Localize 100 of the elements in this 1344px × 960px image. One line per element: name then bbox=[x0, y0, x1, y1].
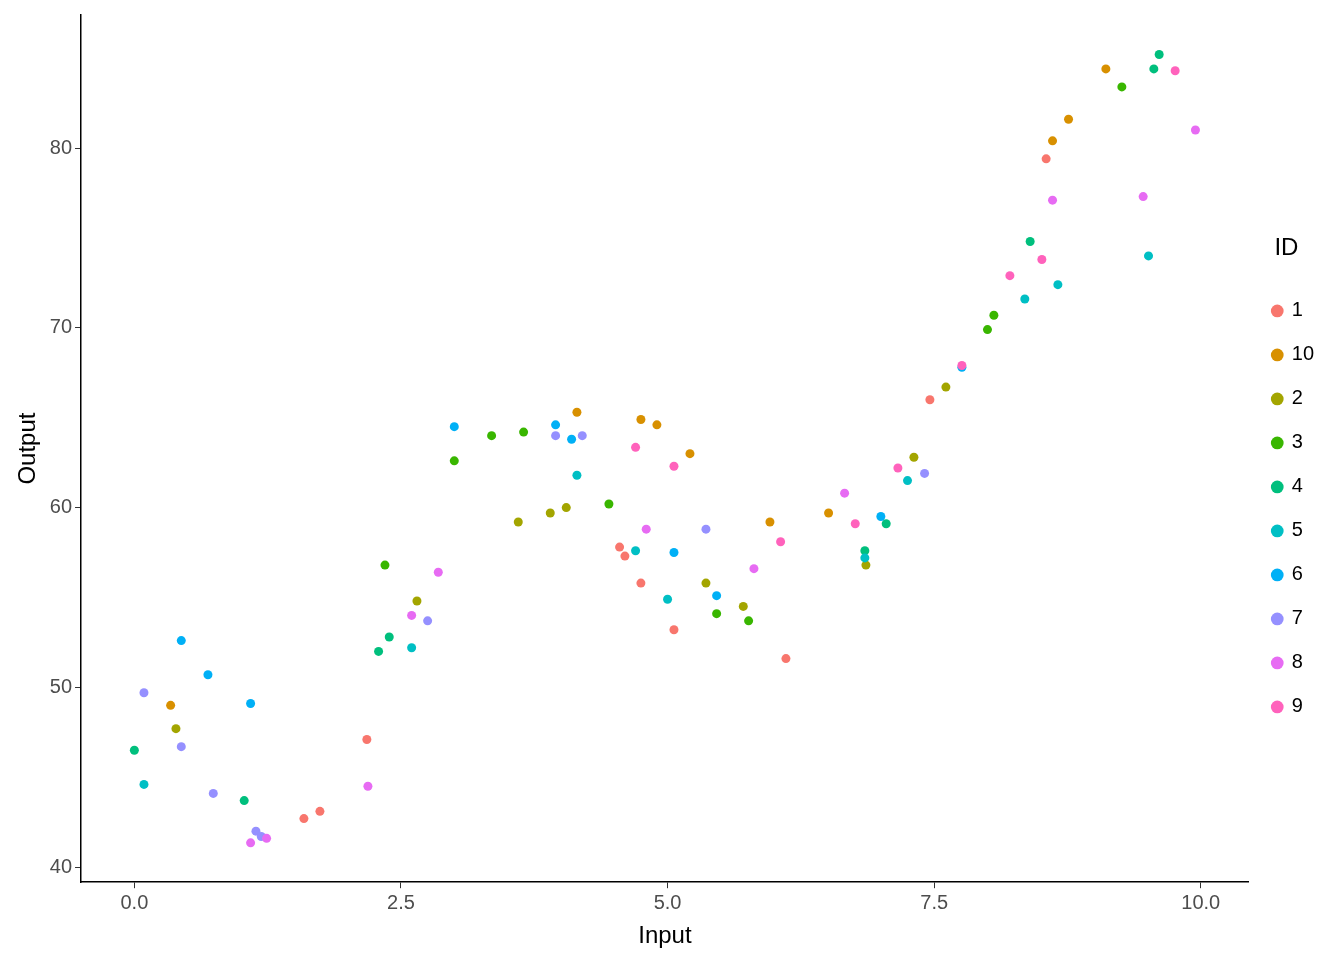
point bbox=[631, 442, 641, 452]
x-tick-label: 10.0 bbox=[1181, 890, 1221, 913]
point bbox=[615, 542, 625, 552]
point bbox=[860, 553, 870, 563]
point bbox=[572, 407, 582, 417]
point bbox=[925, 395, 935, 405]
point bbox=[1190, 125, 1200, 135]
legend-label: 3 bbox=[1291, 430, 1303, 453]
point bbox=[407, 643, 417, 653]
point bbox=[449, 422, 459, 432]
point bbox=[262, 833, 272, 843]
point bbox=[701, 578, 711, 588]
point bbox=[861, 560, 871, 570]
legend-label: 1 bbox=[1291, 298, 1303, 321]
point bbox=[669, 548, 679, 558]
legend-label: 6 bbox=[1291, 562, 1303, 585]
point bbox=[246, 699, 256, 709]
point bbox=[139, 779, 149, 789]
point bbox=[636, 414, 646, 424]
point bbox=[903, 476, 913, 486]
point bbox=[299, 814, 309, 824]
legend-label: 10 bbox=[1291, 342, 1314, 365]
y-tick-label: 70 bbox=[49, 315, 73, 338]
legend-label: 4 bbox=[1291, 474, 1303, 497]
point bbox=[765, 517, 775, 527]
point bbox=[636, 578, 646, 588]
point bbox=[203, 670, 213, 680]
point bbox=[545, 508, 555, 518]
point bbox=[604, 499, 614, 509]
point bbox=[208, 788, 218, 798]
point bbox=[363, 781, 373, 791]
point bbox=[519, 427, 529, 437]
point bbox=[374, 646, 384, 656]
point bbox=[171, 724, 181, 734]
point bbox=[744, 616, 754, 626]
point bbox=[176, 742, 186, 752]
point bbox=[561, 503, 571, 513]
point bbox=[1005, 271, 1015, 281]
y-tick-label: 40 bbox=[49, 854, 73, 877]
point bbox=[989, 310, 999, 320]
point bbox=[129, 745, 139, 755]
point bbox=[982, 325, 992, 335]
point bbox=[551, 431, 561, 441]
point bbox=[412, 596, 422, 606]
y-tick-label: 80 bbox=[49, 135, 73, 158]
point bbox=[1144, 251, 1154, 261]
point bbox=[1037, 254, 1047, 264]
point bbox=[246, 838, 256, 848]
point bbox=[551, 420, 561, 430]
point bbox=[669, 625, 679, 635]
legend-label: 9 bbox=[1291, 694, 1303, 717]
x-tick-label: 7.5 bbox=[920, 890, 949, 913]
point bbox=[840, 488, 850, 498]
point bbox=[1170, 66, 1180, 76]
point bbox=[384, 632, 394, 642]
point bbox=[850, 519, 860, 529]
point bbox=[1053, 280, 1063, 290]
point bbox=[513, 517, 523, 527]
point bbox=[407, 610, 417, 620]
point bbox=[1048, 136, 1058, 146]
point bbox=[1064, 114, 1074, 124]
point bbox=[577, 431, 587, 441]
point bbox=[652, 420, 662, 430]
point bbox=[1020, 294, 1030, 304]
point bbox=[487, 431, 497, 441]
point bbox=[749, 564, 759, 574]
point bbox=[909, 452, 919, 462]
point bbox=[631, 546, 641, 556]
x-tick-label: 2.5 bbox=[387, 890, 415, 913]
point bbox=[776, 537, 786, 547]
point bbox=[1048, 195, 1058, 205]
point bbox=[449, 456, 459, 466]
point bbox=[567, 434, 577, 444]
point bbox=[860, 546, 870, 556]
point bbox=[712, 591, 722, 601]
point bbox=[433, 567, 443, 577]
point bbox=[1041, 154, 1051, 164]
legend-label: 8 bbox=[1291, 650, 1303, 673]
point bbox=[781, 654, 791, 664]
point bbox=[572, 470, 582, 480]
y-tick-label: 50 bbox=[49, 674, 73, 697]
point bbox=[239, 796, 249, 806]
x-axis-title: Input bbox=[638, 921, 692, 949]
point bbox=[920, 468, 930, 478]
point bbox=[380, 560, 390, 570]
point bbox=[641, 524, 651, 534]
point bbox=[166, 700, 176, 710]
point bbox=[701, 524, 711, 534]
point bbox=[1154, 50, 1164, 60]
point bbox=[1101, 64, 1111, 74]
point bbox=[893, 463, 903, 473]
point bbox=[315, 806, 325, 816]
point bbox=[1149, 64, 1159, 74]
point bbox=[1138, 192, 1148, 202]
point bbox=[620, 551, 630, 561]
point bbox=[1025, 237, 1035, 247]
point bbox=[176, 636, 186, 646]
legend-label: 2 bbox=[1291, 386, 1303, 409]
point bbox=[712, 609, 722, 619]
point bbox=[139, 688, 149, 698]
